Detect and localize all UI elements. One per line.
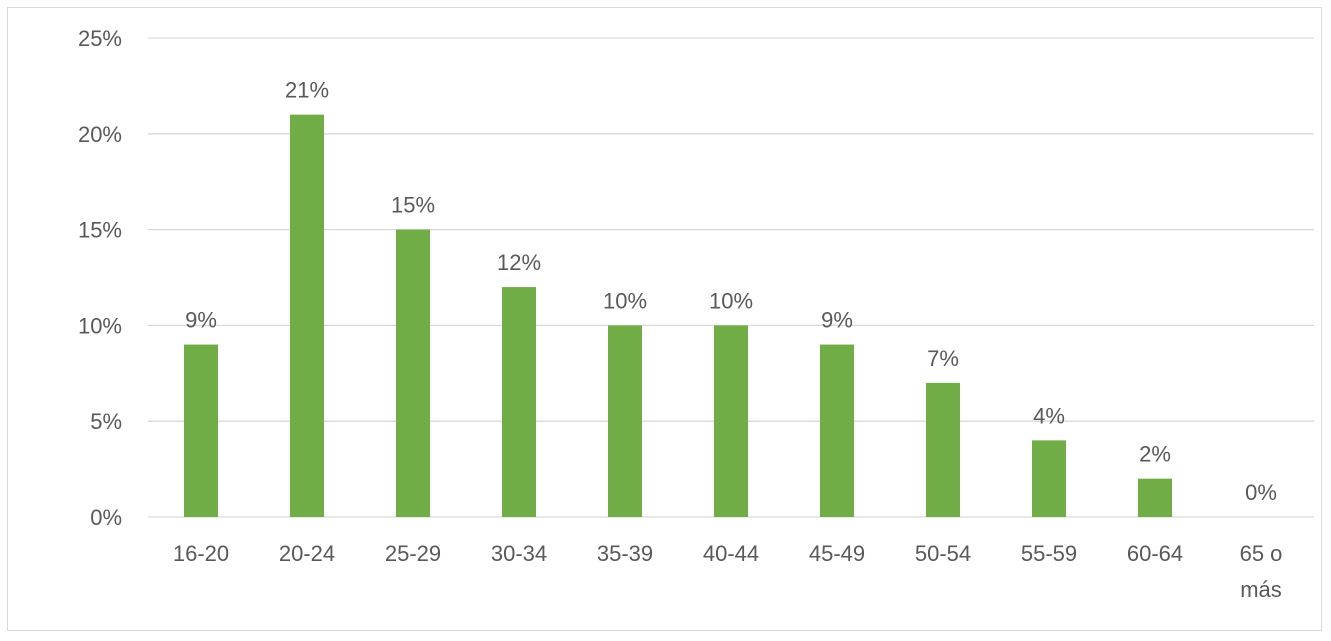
chart-frame [7, 7, 1322, 631]
y-tick-label: 5% [90, 409, 122, 434]
bar [1032, 440, 1066, 517]
y-tick-label: 15% [78, 218, 122, 243]
x-tick-label: 35-39 [597, 541, 653, 566]
x-tick-label: 25-29 [385, 541, 441, 566]
data-label: 0% [1245, 480, 1277, 505]
y-tick-label: 10% [78, 313, 122, 338]
x-tick-label: más [1240, 577, 1282, 602]
y-tick-label: 0% [90, 505, 122, 530]
x-tick-label: 50-54 [915, 541, 971, 566]
data-label: 15% [391, 193, 435, 218]
bar [714, 325, 748, 517]
bar [184, 344, 218, 517]
x-tick-label: 60-64 [1127, 541, 1183, 566]
data-label: 7% [927, 346, 959, 371]
x-tick-label: 20-24 [279, 541, 335, 566]
bar [502, 287, 536, 517]
bar [926, 382, 960, 517]
x-tick-label: 40-44 [703, 541, 759, 566]
y-tick-label: 20% [78, 122, 122, 147]
data-label: 9% [821, 308, 853, 333]
x-tick-label: 55-59 [1021, 541, 1077, 566]
bar [290, 114, 324, 517]
x-tick-label: 65 o [1240, 541, 1283, 566]
x-tick-label: 16-20 [173, 541, 229, 566]
bar [820, 344, 854, 517]
bar [396, 229, 430, 517]
x-tick-label: 30-34 [491, 541, 547, 566]
bar [1138, 478, 1172, 517]
bar [608, 325, 642, 517]
x-tick-label: 45-49 [809, 541, 865, 566]
data-label: 4% [1033, 403, 1065, 428]
data-label: 12% [497, 250, 541, 275]
data-label: 2% [1139, 442, 1171, 467]
data-label: 10% [603, 288, 647, 313]
data-label: 10% [709, 288, 753, 313]
y-tick-label: 25% [78, 26, 122, 51]
data-label: 21% [285, 78, 329, 103]
data-label: 9% [185, 308, 217, 333]
